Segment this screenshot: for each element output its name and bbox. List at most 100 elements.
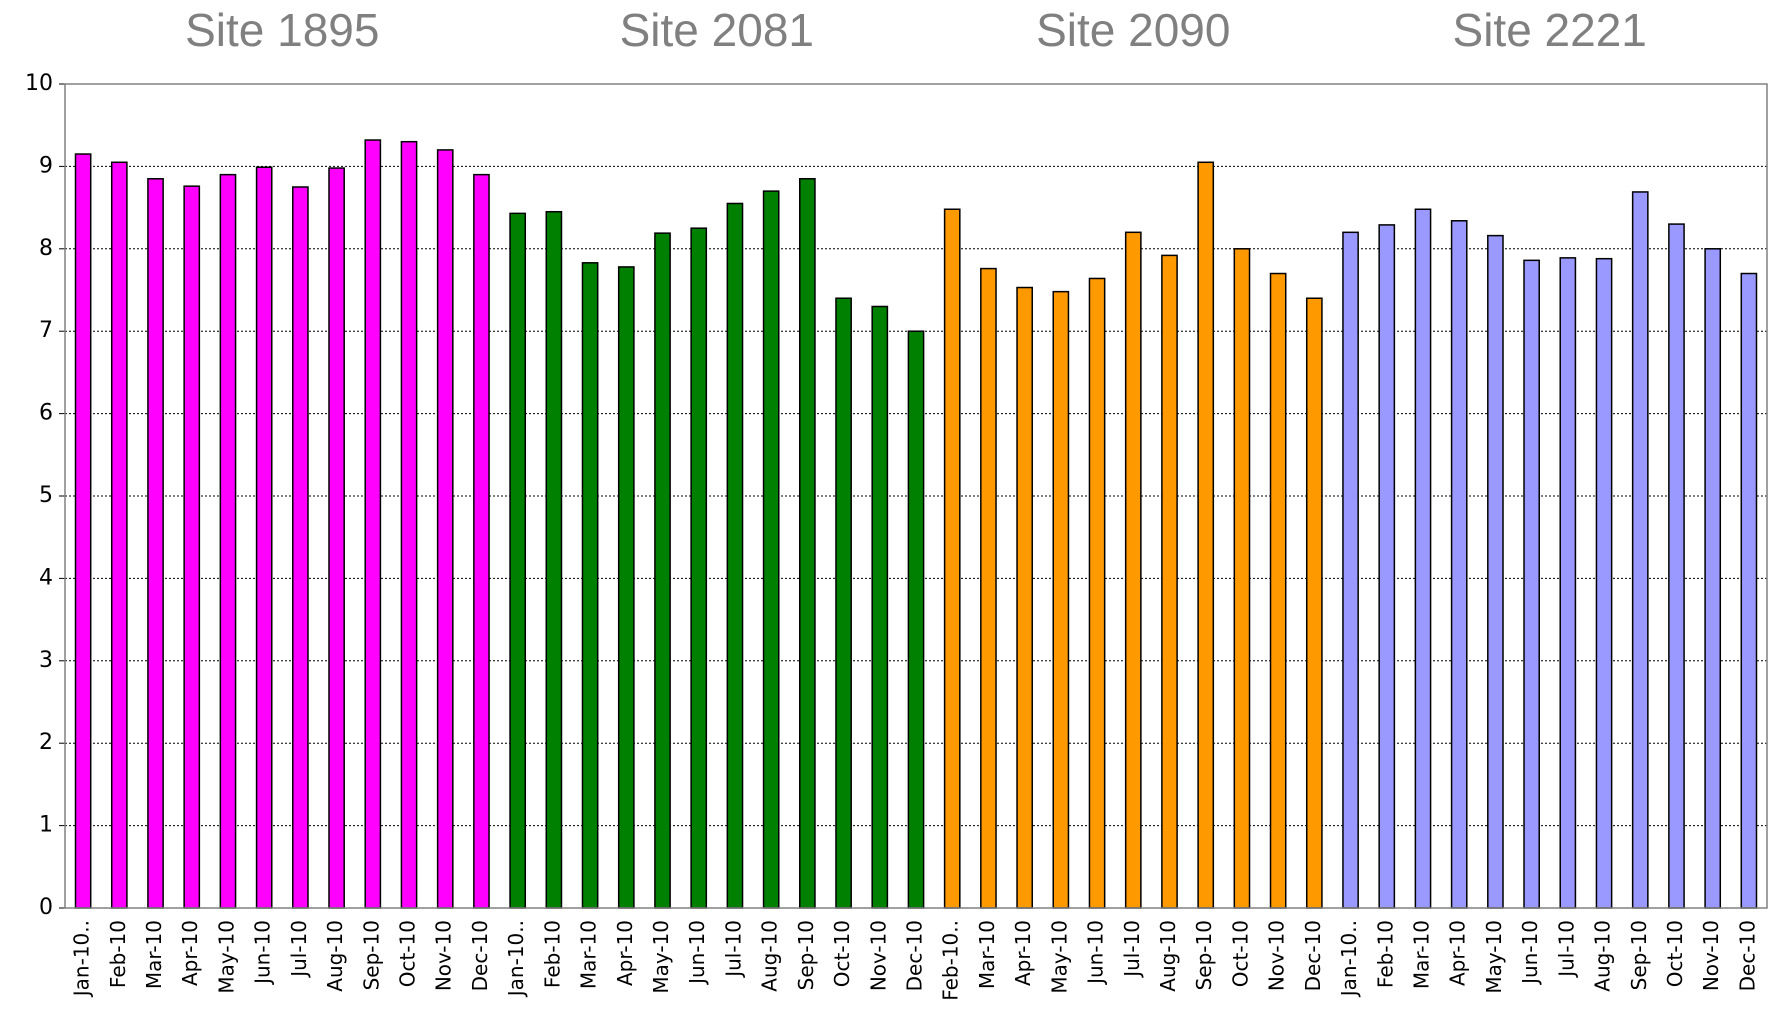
site-title: Site 1895 bbox=[185, 4, 379, 56]
x-tick-label: Jul-10 bbox=[1554, 920, 1578, 979]
x-tick-label: Apr-10 bbox=[178, 920, 202, 986]
x-tick-label: Sep-10 bbox=[359, 920, 383, 990]
bar bbox=[1124, 231, 1142, 909]
x-tick-label: Sep-10 bbox=[794, 920, 818, 990]
x-tick-label: Feb-10 bbox=[540, 920, 564, 988]
site-title: Site 2090 bbox=[1036, 4, 1230, 56]
bar bbox=[1487, 234, 1504, 909]
site-title: Site 2221 bbox=[1453, 4, 1647, 56]
x-tick-label: Oct-10 bbox=[1663, 920, 1687, 987]
bar bbox=[1342, 231, 1359, 909]
x-tick-label: May-10 bbox=[214, 920, 238, 994]
x-tick-label: Dec-10 bbox=[1735, 920, 1759, 991]
bar bbox=[1161, 254, 1178, 909]
x-tick-label: Dec-10 bbox=[903, 920, 927, 991]
bar bbox=[400, 140, 418, 909]
bar bbox=[1378, 224, 1396, 909]
bar bbox=[835, 297, 852, 909]
bar bbox=[436, 149, 454, 909]
bar bbox=[110, 161, 128, 909]
bar bbox=[255, 166, 273, 909]
bar bbox=[1740, 272, 1758, 909]
bar bbox=[726, 202, 744, 909]
x-tick-label: May-10 bbox=[1047, 920, 1071, 994]
x-tick-label: May-10 bbox=[1482, 920, 1506, 994]
y-tick-label: 0 bbox=[39, 895, 53, 920]
y-tick-label: 4 bbox=[39, 565, 53, 590]
bar bbox=[1631, 191, 1649, 909]
bar bbox=[74, 153, 92, 909]
bar bbox=[1233, 248, 1251, 909]
x-tick-label: Jul-10 bbox=[287, 920, 311, 979]
y-tick-label: 9 bbox=[39, 153, 53, 178]
bar bbox=[1559, 257, 1577, 909]
x-tick-label: Nov-10 bbox=[866, 920, 890, 991]
bar bbox=[762, 190, 780, 909]
bar bbox=[509, 212, 527, 909]
x-tick-label: Apr-10 bbox=[1011, 920, 1035, 986]
x-tick-label: Oct-10 bbox=[830, 920, 854, 987]
x-tick-label: Jan-10.. bbox=[70, 920, 94, 998]
x-tick-label: Aug-10 bbox=[1591, 920, 1615, 992]
bar bbox=[292, 186, 309, 909]
x-tick-label: Feb-10.. bbox=[939, 920, 963, 1001]
x-tick-label: Nov-10 bbox=[1699, 920, 1723, 991]
y-tick-label: 6 bbox=[39, 401, 53, 426]
bar bbox=[183, 185, 201, 909]
x-tick-label: Oct-10 bbox=[396, 920, 420, 987]
bar bbox=[1052, 290, 1070, 909]
x-tick-label: Mar-10 bbox=[142, 920, 166, 989]
y-tick-label: 2 bbox=[39, 730, 53, 755]
bar bbox=[1523, 259, 1540, 909]
x-tick-label: Sep-10 bbox=[1192, 920, 1216, 990]
bar bbox=[147, 178, 164, 909]
x-tick-label: Jun-10 bbox=[1518, 920, 1542, 986]
bar bbox=[799, 178, 816, 909]
bar bbox=[617, 266, 635, 909]
x-tick-label: Jul-10 bbox=[721, 920, 745, 979]
bar bbox=[690, 227, 708, 909]
x-tick-label: Mar-10 bbox=[577, 920, 601, 989]
bar bbox=[1088, 277, 1106, 909]
x-tick-label: Feb-10 bbox=[106, 920, 130, 988]
bar bbox=[943, 208, 961, 909]
x-tick-label: May-10 bbox=[649, 920, 673, 994]
x-tick-label: Dec-10 bbox=[1301, 920, 1325, 991]
bar bbox=[1595, 257, 1613, 909]
bar bbox=[1668, 223, 1685, 909]
x-tick-label: Nov-10 bbox=[1265, 920, 1289, 991]
bar bbox=[545, 210, 563, 909]
y-tick-label: 10 bbox=[25, 71, 53, 96]
bar bbox=[1450, 220, 1468, 909]
y-tick-label: 5 bbox=[39, 483, 53, 508]
x-tick-label: Jun-10 bbox=[251, 920, 275, 986]
bar bbox=[980, 267, 997, 909]
x-tick-label: Jan-10.. bbox=[504, 920, 528, 998]
bar bbox=[1414, 208, 1432, 909]
y-tick-label: 8 bbox=[39, 236, 53, 261]
bar bbox=[473, 173, 490, 909]
bar bbox=[654, 232, 671, 909]
bar bbox=[1704, 248, 1722, 909]
x-tick-label: Jun-10 bbox=[685, 920, 709, 986]
bar bbox=[907, 330, 925, 909]
x-tick-label: Oct-10 bbox=[1228, 920, 1252, 987]
site-title: Site 2081 bbox=[620, 4, 814, 56]
x-tick-label: Mar-10 bbox=[975, 920, 999, 989]
x-tick-label: Apr-10 bbox=[613, 920, 637, 986]
bar bbox=[364, 139, 382, 909]
x-tick-label: Aug-10 bbox=[1156, 920, 1180, 992]
x-tick-label: Feb-10 bbox=[1373, 920, 1397, 988]
x-tick-label: Apr-10 bbox=[1446, 920, 1470, 986]
x-tick-label: Jun-10 bbox=[1084, 920, 1108, 986]
bar bbox=[219, 173, 237, 909]
bar bbox=[1197, 161, 1215, 909]
x-tick-label: Sep-10 bbox=[1627, 920, 1651, 990]
y-tick-label: 7 bbox=[39, 318, 53, 343]
x-tick-label: Mar-10 bbox=[1409, 920, 1433, 989]
y-tick-label: 1 bbox=[39, 813, 53, 838]
x-tick-label: Aug-10 bbox=[323, 920, 347, 992]
bar bbox=[581, 262, 599, 909]
bar bbox=[1016, 286, 1033, 909]
